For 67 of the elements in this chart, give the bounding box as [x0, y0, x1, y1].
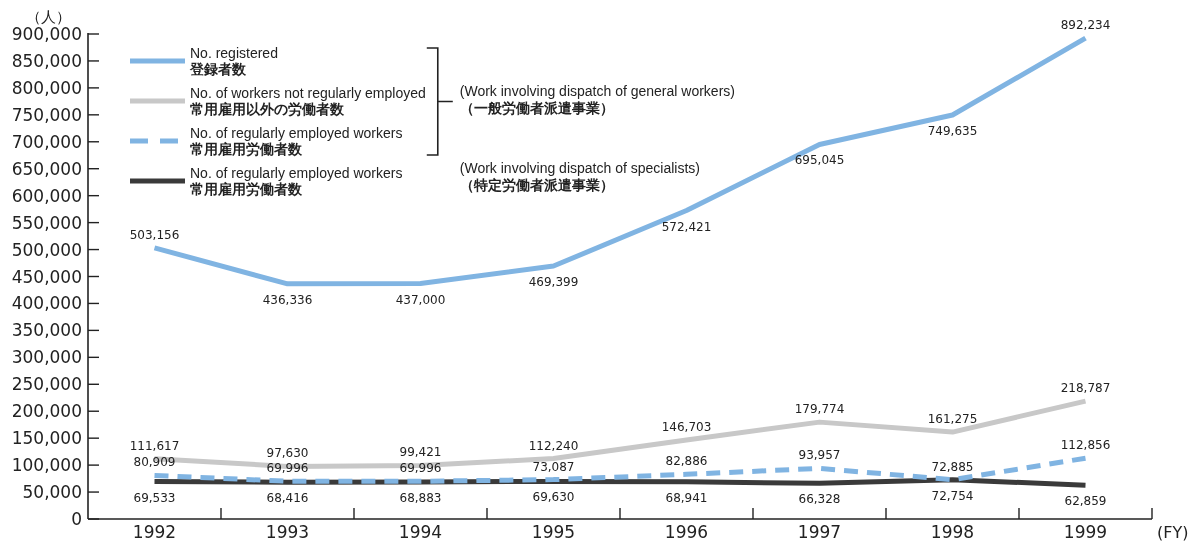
data-label: 68,416	[266, 491, 309, 506]
annotation: (Work involving dispatch of general workers) （一般労働者派遣事業）	[459, 82, 735, 116]
y-tick-label: 100,000	[11, 455, 82, 476]
data-label: 749,635	[927, 124, 978, 139]
y-tick-label: 600,000	[11, 185, 82, 206]
data-label: 62,859	[1064, 494, 1107, 509]
data-label: 161,275	[927, 412, 978, 427]
legend-label: No. registered 登録者数	[189, 45, 278, 77]
x-tick-label: 1999	[1063, 522, 1108, 542]
x-tick-label: 1992	[132, 522, 177, 542]
data-label: 72,754	[931, 488, 974, 503]
data-label: 112,856	[1060, 438, 1111, 453]
data-label: 97,630	[266, 446, 309, 461]
data-label: 69,533	[133, 490, 176, 505]
data-label: 695,045	[794, 153, 845, 168]
data-label: 218,787	[1060, 381, 1111, 396]
y-tick-label: 400,000	[11, 293, 82, 314]
y-tick-label: 450,000	[11, 266, 82, 287]
legend-label: No. of regularly employed workers 常用雇用労働者数	[190, 125, 403, 157]
data-label: 99,421	[399, 445, 442, 460]
data-label: 436,336	[262, 292, 313, 307]
data-label: 69,996	[399, 461, 442, 476]
x-tick-label: 1996	[664, 522, 709, 542]
y-tick-label: 500,000	[11, 239, 82, 260]
y-tick-label: 250,000	[11, 374, 82, 395]
y-tick-label: 550,000	[11, 212, 82, 233]
data-label: 68,883	[399, 490, 442, 505]
data-label: 80,909	[133, 455, 176, 470]
data-label: 72,885	[931, 459, 974, 474]
x-tick-label: 1995	[531, 522, 576, 542]
data-label: 503,156	[129, 227, 180, 242]
data-label: 69,630	[532, 490, 575, 505]
legend-label: No. of workers not regularly employed 常用雇用以外の労働者数	[190, 85, 426, 117]
x-tick-label: 1994	[398, 522, 443, 542]
y-tick-label: 700,000	[11, 131, 82, 152]
y-tick-label: 350,000	[11, 320, 82, 341]
data-label: 68,941	[665, 490, 708, 505]
y-tick-label: 750,000	[11, 104, 82, 125]
data-label: 572,421	[661, 219, 712, 234]
y-tick-label: 200,000	[11, 401, 82, 422]
y-tick-label: 900,000	[11, 24, 82, 44]
x-tick-label: 1993	[265, 522, 310, 542]
y-tick-label: 0	[71, 509, 82, 529]
y-tick-label: 850,000	[11, 50, 82, 71]
data-label: 66,328	[798, 492, 841, 507]
data-label: 469,399	[528, 275, 579, 290]
data-label: 892,234	[1060, 18, 1111, 33]
data-label: 179,774	[794, 402, 845, 417]
data-label: 111,617	[129, 438, 180, 453]
data-label: 93,957	[798, 448, 841, 463]
y-tick-label: 300,000	[11, 347, 82, 368]
data-label: 437,000	[395, 292, 446, 307]
x-tick-label: 1997	[797, 522, 842, 542]
data-label: 82,886	[665, 454, 708, 469]
data-label: 112,240	[528, 438, 579, 453]
x-axis-title: (FY)	[1157, 523, 1189, 542]
y-axis-title: （人）	[25, 8, 71, 26]
y-tick-label: 800,000	[11, 77, 82, 98]
data-label: 146,703	[661, 419, 712, 434]
x-tick-label: 1998	[930, 522, 975, 542]
legend-label: No. of regularly employed workers 常用雇用労働者数	[190, 165, 403, 197]
data-label: 69,996	[266, 461, 309, 476]
annotation: (Work involving dispatch of specialists) （特定労働者派遣事業）	[459, 160, 700, 193]
y-tick-label: 150,000	[11, 428, 82, 449]
y-tick-label: 50,000	[22, 482, 82, 503]
data-label: 73,087	[532, 459, 575, 474]
y-tick-label: 650,000	[11, 158, 82, 179]
